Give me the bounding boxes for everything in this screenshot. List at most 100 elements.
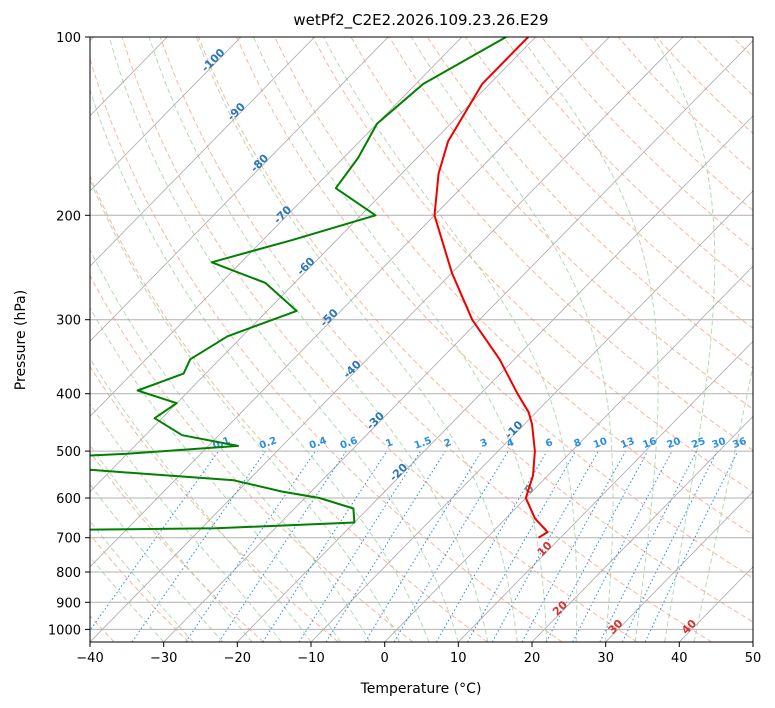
moist-adiabat-line bbox=[90, 306, 341, 642]
x-tick-label: 40 bbox=[671, 651, 688, 666]
isotherm-line bbox=[90, 37, 389, 342]
mixing-ratio-label: 8 bbox=[573, 437, 583, 450]
moist-adiabat-line bbox=[195, 37, 518, 642]
mixing-ratio-label: 16 bbox=[641, 436, 658, 451]
dry-adiabat-line bbox=[121, 37, 638, 642]
x-tick-label: 20 bbox=[524, 651, 541, 666]
dry-adiabat-line bbox=[388, 37, 753, 410]
x-axis-ticks: −40 −30 −20 −10 0 10 20 30 40 50 bbox=[76, 642, 761, 666]
y-tick-label: 700 bbox=[56, 532, 81, 547]
moist-adiabat-line bbox=[410, 37, 614, 642]
isotherm-line bbox=[237, 115, 753, 642]
isotherm-line bbox=[90, 37, 610, 568]
y-tick-label: 400 bbox=[56, 388, 81, 403]
isotherm-line bbox=[90, 37, 315, 267]
dry-adiabat-line bbox=[90, 365, 339, 642]
mixing-ratio-label: 20 bbox=[666, 436, 683, 451]
moist-adiabat-line bbox=[108, 37, 459, 642]
isotherm-line bbox=[458, 340, 753, 642]
dry-adiabats bbox=[90, 37, 753, 642]
moist-adiabat-line bbox=[90, 555, 165, 642]
mixing-ratio-line bbox=[621, 450, 718, 642]
dry-adiabat-line bbox=[236, 37, 753, 579]
isotherms bbox=[90, 37, 753, 642]
x-tick-label: −20 bbox=[224, 651, 251, 666]
moist-adiabat-line bbox=[90, 444, 253, 642]
mixing-ratio-line bbox=[218, 450, 347, 642]
mixing-ratio-line bbox=[131, 450, 266, 642]
mixing-ratio-line bbox=[185, 450, 316, 642]
y-axis-ticks: 100 200 300 400 500 600 700 800 900 1000 bbox=[48, 31, 90, 638]
dry-adiabat-line bbox=[503, 37, 753, 290]
moist-adiabat-line bbox=[90, 178, 400, 642]
isotherm-line bbox=[90, 37, 684, 642]
mixing-ratio-label: 25 bbox=[690, 436, 707, 451]
mixing-ratio-line bbox=[262, 450, 388, 642]
x-tick-label: 0 bbox=[381, 651, 389, 666]
pressure-gridlines bbox=[90, 37, 753, 630]
mixing-ratio-line bbox=[545, 450, 649, 642]
chart-title: wetPf2_C2E2.2026.109.23.26.E29 bbox=[293, 11, 548, 30]
isotherm-line bbox=[90, 37, 242, 192]
moist-adiabat-line bbox=[520, 37, 659, 642]
y-tick-label: 600 bbox=[56, 492, 81, 507]
mixing-ratio-label: 30 bbox=[711, 436, 728, 451]
moist-adiabat-line bbox=[90, 88, 430, 642]
plot-frame bbox=[89, 36, 754, 643]
y-tick-label: 800 bbox=[56, 566, 81, 581]
mixing-ratio-label: 10 bbox=[592, 436, 609, 451]
moist-adiabat-line bbox=[653, 37, 716, 642]
moist-adiabat-line bbox=[253, 37, 548, 642]
dry-adiabat-line bbox=[197, 37, 753, 623]
mixing-ratio-line bbox=[364, 450, 483, 642]
y-tick-label: 100 bbox=[56, 31, 81, 46]
isotherm-line bbox=[384, 265, 753, 642]
dry-adiabat-line bbox=[465, 37, 753, 329]
dry-adiabat-line bbox=[159, 37, 712, 642]
dry-adiabat-line bbox=[90, 56, 563, 642]
mixing-ratio-label: 3 bbox=[479, 437, 489, 450]
y-tick-label: 500 bbox=[56, 445, 81, 460]
dry-adiabat-line bbox=[274, 37, 753, 536]
moist-adiabat-line bbox=[90, 402, 282, 642]
isotherm-line bbox=[310, 190, 753, 642]
isotherm-line bbox=[90, 37, 463, 418]
temperature-profile-line bbox=[433, 37, 549, 539]
moist-adiabat-line bbox=[90, 483, 223, 642]
isotherm-line bbox=[90, 37, 536, 493]
moist-adiabat-line bbox=[90, 520, 194, 642]
dry-adiabat-line bbox=[90, 533, 190, 642]
moist-adiabat-line bbox=[148, 37, 489, 642]
moist-adiabat-line bbox=[90, 357, 312, 642]
mixing-ratio-label: 1 bbox=[384, 437, 394, 450]
x-tick-label: 10 bbox=[450, 651, 467, 666]
mixing-ratio-line bbox=[521, 450, 627, 642]
mixing-ratio-label: 36 bbox=[731, 436, 748, 451]
isotherm-line bbox=[605, 491, 753, 642]
mixing-ratio-line bbox=[599, 450, 698, 642]
y-axis-label: Pressure (hPa) bbox=[13, 290, 29, 390]
mixing-ratio-line bbox=[298, 450, 422, 642]
isotherm-line bbox=[163, 40, 753, 642]
mixing-ratio-label: 6 bbox=[544, 437, 554, 450]
isotherm-line bbox=[531, 415, 753, 642]
y-tick-label: 300 bbox=[56, 314, 81, 329]
moist-adiabat-line bbox=[693, 363, 753, 642]
dewpoint-profile-line bbox=[90, 37, 507, 531]
mixing-ratio-label: 13 bbox=[619, 436, 636, 451]
mixing-ratio-line bbox=[90, 450, 220, 632]
mixing-ratio-line bbox=[467, 450, 577, 642]
moist-adiabats bbox=[90, 37, 753, 642]
mixing-ratio-lines bbox=[90, 450, 739, 642]
x-tick-label: −10 bbox=[297, 651, 324, 666]
dry-adiabat-line bbox=[90, 274, 414, 642]
x-tick-label: −40 bbox=[76, 651, 103, 666]
moist-adiabat-line bbox=[323, 37, 578, 642]
sounding-series bbox=[90, 37, 549, 539]
moist-adiabat-line bbox=[90, 248, 371, 642]
y-tick-label: 900 bbox=[56, 596, 81, 611]
y-tick-label: 200 bbox=[56, 209, 81, 224]
x-tick-label: 30 bbox=[597, 651, 614, 666]
